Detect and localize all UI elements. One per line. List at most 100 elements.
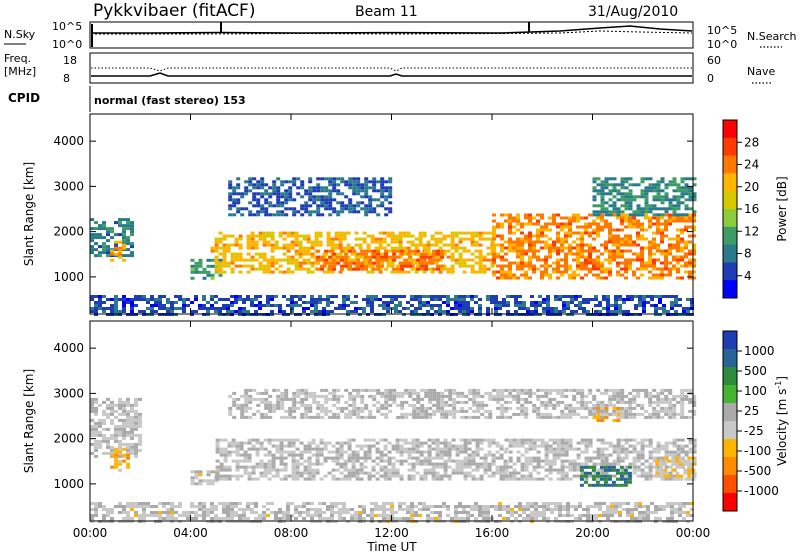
power-cell [648,264,652,268]
velocity-cell [308,406,313,410]
power-cell [316,267,321,271]
velocity-cell [624,456,629,460]
velocity-cell [280,394,285,398]
power-cell [214,246,219,250]
velocity-cell [683,462,688,466]
velocity-cell [287,450,292,454]
velocity-cell [256,403,261,407]
power-cell [624,267,628,271]
power-cell [376,252,381,256]
power-cell [438,270,443,274]
power-cell [644,237,648,241]
velocity-cell [304,406,309,410]
power-cell [372,207,377,211]
power-cell [528,276,532,280]
power-cell [304,201,309,205]
velocity-cell [227,468,232,472]
velocity-cell [671,468,676,472]
velocity-cell [660,409,665,413]
power-cell [178,295,182,298]
velocity-cell [243,450,248,454]
velocity-cell [636,388,641,392]
velocity-cell [435,450,440,454]
velocity-cell [552,441,557,445]
power-cell [608,249,612,253]
velocity-cell [424,412,429,416]
velocity-cell [280,415,285,419]
power-cell [676,270,680,274]
power-cell [550,307,554,310]
power-cell [260,192,265,196]
velocity-cell [383,474,388,478]
power-cell [436,264,441,268]
power-cell [370,298,374,301]
velocity-cell [142,514,146,517]
power-cell [520,273,524,277]
power-cell [272,213,277,217]
velocity-cell [272,409,277,413]
velocity-cell [552,447,557,451]
power-cell [666,295,670,298]
velocity-cell [307,444,312,448]
power-cell [672,267,676,271]
velocity-cell [236,403,241,407]
velocity-cell [443,444,448,448]
velocity-cell [435,465,440,469]
velocity-cell [516,477,521,481]
power-cell [692,219,696,223]
velocity-cell [327,450,332,454]
velocity-cell [528,462,533,466]
velocity-cell [416,412,421,416]
power-cell [672,189,677,193]
power-cell [576,258,580,262]
power-cell [190,276,195,280]
velocity-cell [134,397,138,401]
velocity-cell [688,415,693,419]
power-cell [338,243,343,247]
power-cell [98,295,102,298]
power-cell [660,189,665,193]
power-cell [446,234,451,238]
power-cell [524,252,528,256]
power-cell [564,264,568,268]
power-cell [652,243,656,247]
power-cell [450,237,455,241]
velocity-cell [114,433,118,437]
power-cell [540,231,544,235]
velocity-cell [126,400,130,404]
power-cell [268,201,273,205]
power-cell [478,270,483,274]
velocity-cell [118,400,122,404]
power-cell [154,298,158,301]
power-cell [608,177,613,181]
power-cell [680,240,684,244]
velocity-cell [443,468,448,472]
power-cell [260,207,265,211]
velocity-cell [615,471,620,475]
velocity-cell [648,468,653,472]
power-cell [238,258,243,262]
velocity-cell [364,406,369,410]
power-cell [310,270,315,274]
velocity-cell [122,400,126,404]
power-cell [668,201,673,205]
velocity-cell [228,409,233,413]
nsky-label: N.Sky [4,28,36,41]
velocity-cell [102,436,106,440]
power-cell [474,270,479,274]
velocity-cell [240,412,245,416]
power-cell [548,216,552,220]
velocity-cell [411,447,416,451]
velocity-cell [383,447,388,451]
velocity-cell [255,477,260,481]
velocity-cell [608,400,613,404]
velocity-cell [319,477,324,481]
power-cell [256,192,261,196]
velocity-cell [383,465,388,469]
power-cell [434,240,439,244]
velocity-cell [272,406,277,410]
velocity-cell [106,445,110,449]
velocity-cell [412,412,417,416]
velocity-cell [528,438,533,442]
power-cell [574,295,578,298]
